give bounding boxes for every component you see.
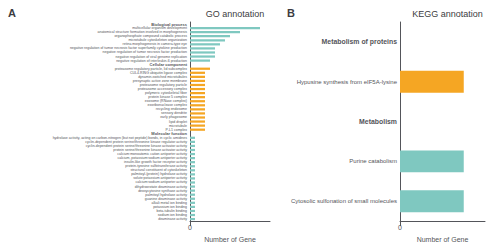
svg-text:dihydroorotate deaminase activ: dihydroorotate deaminase activity xyxy=(134,184,187,189)
svg-text:solute:potassium antiporter ac: solute:potassium antiporter activity xyxy=(133,176,187,181)
svg-text:protein serine/threonine kinas: protein serine/threonine kinase activato… xyxy=(113,148,187,152)
svg-text:Metabolism of proteins: Metabolism of proteins xyxy=(322,38,398,46)
svg-text:dynamin-switched microtubules: dynamin-switched microtubules xyxy=(138,74,187,79)
svg-text:Biological process: Biological process xyxy=(151,21,187,27)
svg-text:organophosphate compound catab: organophosphate compound catabolic proce… xyxy=(114,34,187,39)
svg-text:Cytosolic sulfonation of small: Cytosolic sulfonation of small molecules xyxy=(291,198,397,204)
svg-text:multicellular organism develop: multicellular organism development xyxy=(132,26,187,31)
svg-text:Cellular component: Cellular component xyxy=(149,62,187,68)
svg-text:recycling endosome: recycling endosome xyxy=(155,107,187,112)
svg-text:negative regulation of tumor n: negative regulation of tumor necrosis fa… xyxy=(69,46,187,51)
svg-text:deoxycytosine synthase activit: deoxycytosine synthase activity xyxy=(138,188,187,193)
svg-text:calcium:monoatomic cation anti: calcium:monoatomic cation antiporter act… xyxy=(117,152,187,157)
svg-text:microtubule cytoskeleton organ: microtubule cytoskeleton organization xyxy=(128,38,187,43)
svg-text:sodium ion binding: sodium ion binding xyxy=(157,213,187,217)
svg-text:retina morphogenesis in camera: retina morphogenesis in camera-type eye xyxy=(122,42,187,47)
svg-text:CUL4-RING ubiquitin ligase com: CUL4-RING ubiquitin ligase complex xyxy=(130,70,187,75)
svg-text:negative regulation of tumor n: negative regulation of tumor necrosis fa… xyxy=(102,50,187,55)
svg-text:Number of Gene: Number of Gene xyxy=(204,236,256,243)
svg-text:lipid droplet: lipid droplet xyxy=(169,119,187,124)
svg-text:0: 0 xyxy=(188,224,192,231)
svg-text:GO annotation: GO annotation xyxy=(206,9,265,19)
svg-text:calcium:sodium antiporter acti: calcium:sodium antiporter activity xyxy=(135,180,187,185)
svg-text:Metabolism: Metabolism xyxy=(359,118,397,125)
svg-text:sensory dendrite: sensory dendrite xyxy=(161,111,187,116)
svg-text:structural constituent of cyto: structural constituent of cytoskeleton xyxy=(130,168,187,173)
svg-text:polymeric cytoskeletal fiber: polymeric cytoskeletal fiber xyxy=(145,91,187,96)
svg-text:Number of Gene: Number of Gene xyxy=(417,236,469,243)
svg-text:proteasome regulatory particle: proteasome regulatory particle xyxy=(139,83,187,87)
svg-text:proteasome regulatory particle: proteasome regulatory particle, lid subc… xyxy=(114,66,187,71)
svg-text:exoribonuclease complex: exoribonuclease complex xyxy=(147,103,187,108)
svg-text:negative regulation of interle: negative regulation of interleukin-6 pro… xyxy=(116,58,187,63)
svg-text:alkali metal ion binding: alkali metal ion binding xyxy=(151,200,187,205)
svg-text:KEGG annotation: KEGG annotation xyxy=(412,9,483,19)
svg-text:P-L1 complex: P-L1 complex xyxy=(165,127,187,132)
svg-text:exosome (RNase complex): exosome (RNase complex) xyxy=(144,99,187,104)
svg-text:microtubule: microtubule xyxy=(168,123,187,128)
svg-text:protein kinase 5 complex: protein kinase 5 complex xyxy=(148,95,187,100)
svg-text:Purine catabolism: Purine catabolism xyxy=(349,158,397,164)
svg-text:presynaptic active zone membra: presynaptic active zone membrane xyxy=(132,78,187,83)
svg-text:proteasome accessory complex: proteasome accessory complex xyxy=(137,87,187,91)
svg-text:beta-tubulin binding: beta-tubulin binding xyxy=(156,208,187,213)
svg-text:insulin-like growth factor rec: insulin-like growth factor receptor acti… xyxy=(124,160,187,165)
svg-text:Molecular function: Molecular function xyxy=(151,131,187,137)
svg-text:cyclin-dependent protein serin: cyclin-dependent protein serine/threonin… xyxy=(85,143,187,148)
svg-text:deaminase activity: deaminase activity xyxy=(158,217,187,221)
svg-text:0: 0 xyxy=(398,224,402,231)
svg-text:protein-tyrosine sulfotransfer: protein-tyrosine sulfotransferase activi… xyxy=(125,164,187,169)
svg-text:cyclin-dependent protein serin: cyclin-dependent protein serine/threonin… xyxy=(85,139,187,144)
svg-text:A: A xyxy=(8,7,16,19)
svg-text:early phagosome: early phagosome xyxy=(160,115,187,120)
svg-text:anatomical structure formation: anatomical structure formation involved … xyxy=(97,30,187,35)
svg-text:calcium, potassium:sodium anti: calcium, potassium:sodium antiporter act… xyxy=(117,156,187,161)
svg-text:hydrolase activity, acting on: hydrolase activity, acting on carbon-nit… xyxy=(52,135,187,140)
svg-text:guanine deaminase activity: guanine deaminase activity xyxy=(144,196,187,201)
svg-text:palmitoyl-(protein) hydrolase: palmitoyl-(protein) hydrolase activity xyxy=(131,172,187,177)
svg-text:potassium ion binding: potassium ion binding xyxy=(153,204,187,209)
svg-text:B: B xyxy=(287,7,295,19)
svg-text:Hypusine synthesis from eIF5A-: Hypusine synthesis from eIF5A-lysine xyxy=(297,79,398,85)
svg-text:negative regulation of viral g: negative regulation of viral genome repl… xyxy=(115,54,187,59)
svg-text:palmitoyl hydrolase activity: palmitoyl hydrolase activity xyxy=(145,192,187,197)
